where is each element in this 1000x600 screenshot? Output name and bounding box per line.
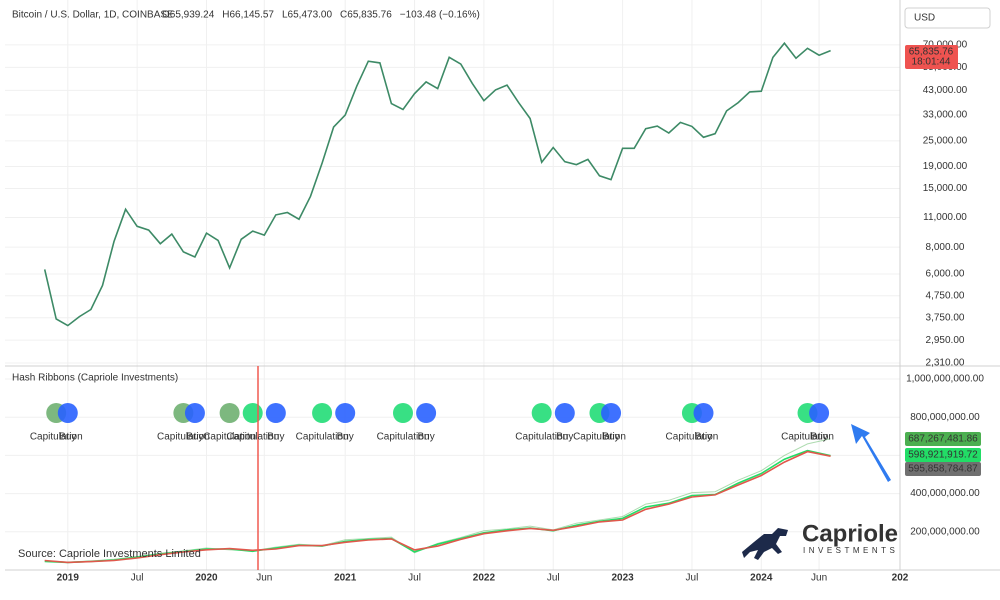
signal-label: Buy <box>556 432 573 443</box>
signal-label: Buy <box>695 432 712 443</box>
source: Source: Capriole Investments Limited <box>18 548 201 560</box>
signal-label: Capitulation <box>203 432 256 443</box>
x-tick-label: 2021 <box>334 573 357 584</box>
marks <box>43 41 831 564</box>
y-tick-label: 8,000.00 <box>926 242 965 253</box>
x-tick-label: 2022 <box>473 573 496 584</box>
signal <box>184 403 205 423</box>
signal <box>392 403 413 423</box>
x-tick-label: 2020 <box>195 573 218 584</box>
ohlc-header: O65,939.24 H66,145.57 L65,473.00 C65,835.76… <box>162 10 480 21</box>
ohlc-value: O65,939.24 <box>162 10 215 21</box>
x-tick-label: Jun <box>256 573 272 584</box>
y-tick-label: 33,000.00 <box>923 110 968 121</box>
y-tick-label: 4,750.00 <box>926 290 965 301</box>
signal <box>416 403 437 423</box>
y-tick-label: 19,000.00 <box>923 161 968 172</box>
y-tick-label: 2,310.00 <box>926 358 965 369</box>
ohlc-value: C65,835.76 <box>340 10 392 21</box>
signal <box>601 403 622 423</box>
ohlc-value: H66,145.57 <box>222 10 274 21</box>
logo-icon <box>742 528 788 560</box>
signal <box>57 403 78 423</box>
signal <box>693 403 714 423</box>
x-tick-label: 2024 <box>750 573 773 584</box>
x-tick-label: 2023 <box>611 573 634 584</box>
price-label-box <box>905 45 958 69</box>
signal-label: Capitulation <box>30 432 83 443</box>
signal-label: Capitulation <box>781 432 834 443</box>
x-tick-label: Jul <box>131 573 144 584</box>
signal <box>335 403 356 423</box>
y-tick-label: 200,000,000.00 <box>910 526 980 537</box>
y-tick-label: 3,750.00 <box>926 312 965 323</box>
series-line <box>44 450 831 564</box>
y-tick-label: 400,000,000.00 <box>910 488 980 499</box>
countdown: 18:01:44 <box>912 57 951 68</box>
signal <box>531 403 552 423</box>
signal-label: Capitulation <box>666 432 719 443</box>
x-tick-label: Jul <box>547 573 560 584</box>
last-value-box <box>905 462 981 476</box>
y-tick-label: 15,000.00 <box>923 183 968 194</box>
x-tick-label: 2019 <box>57 573 80 584</box>
x-tick-label: Jun <box>811 573 827 584</box>
signal-label: Capitulation <box>573 432 626 443</box>
logo: Capriole <box>802 520 898 547</box>
signal-label: Buy <box>59 432 76 443</box>
arrow <box>851 424 891 482</box>
y-tick-label: 6,000.00 <box>926 269 965 280</box>
chart-title: Bitcoin / U.S. Dollar, 1D, COINBASE <box>12 10 174 21</box>
last-value-label: 687,267,481.86 <box>908 434 978 445</box>
ohlc-value: L65,473.00 <box>282 10 332 21</box>
signal-label: Buy <box>417 432 434 443</box>
y-tick-label: 43,000.00 <box>923 85 968 96</box>
labels: 2019 Jul 2020 Jun 2021 Jul 2022 Jul 2023 Jul 2024 J… <box>30 40 985 584</box>
signal-label: Buy <box>337 432 354 443</box>
y-tick-label: 2,950.00 <box>926 335 965 346</box>
signal-label: Buy <box>186 432 203 443</box>
last-value-box <box>905 448 981 462</box>
indicator-title: Hash Ribbons (Capriole Investments) <box>12 373 178 384</box>
signal-label: Capitulation <box>377 432 430 443</box>
signal <box>219 403 240 423</box>
signal-label: Buy <box>267 432 284 443</box>
signal-label: Capitulation <box>226 432 279 443</box>
last-value-label: 595,858,784.87 <box>908 464 978 475</box>
series-line <box>43 41 831 327</box>
x-tick-label: Jul <box>408 573 421 584</box>
signal-label: Capitulation <box>515 432 568 443</box>
x-tick-label: 202 <box>892 573 909 584</box>
x-tick-label: Jul <box>686 573 699 584</box>
y-tick-label: 800,000,000.00 <box>910 412 980 423</box>
last-value-label: 598,921,919.72 <box>908 450 978 461</box>
signal-label: Buy <box>810 432 827 443</box>
y-tick-label: 25,000.00 <box>923 136 968 147</box>
signal <box>312 403 333 423</box>
signal <box>242 403 263 423</box>
signal-label: Capitulation <box>157 432 210 443</box>
currency: USD <box>914 13 935 24</box>
signal <box>265 403 286 423</box>
logo-subtitle: INVESTMENTS <box>803 546 898 555</box>
y-tick-label: 1,000,000,000.00 <box>906 374 984 385</box>
last-value-box <box>905 432 981 446</box>
signal <box>554 403 575 423</box>
currency-box[interactable] <box>904 7 991 29</box>
y-tick-label: 11,000.00 <box>923 212 967 223</box>
last-price: 65,835.76 <box>909 47 954 58</box>
signal-label: Buy <box>602 432 619 443</box>
signal <box>809 403 830 423</box>
signal-label: Capitulation <box>296 432 349 443</box>
ohlc-value: −103.48 (−0.16%) <box>400 10 480 21</box>
